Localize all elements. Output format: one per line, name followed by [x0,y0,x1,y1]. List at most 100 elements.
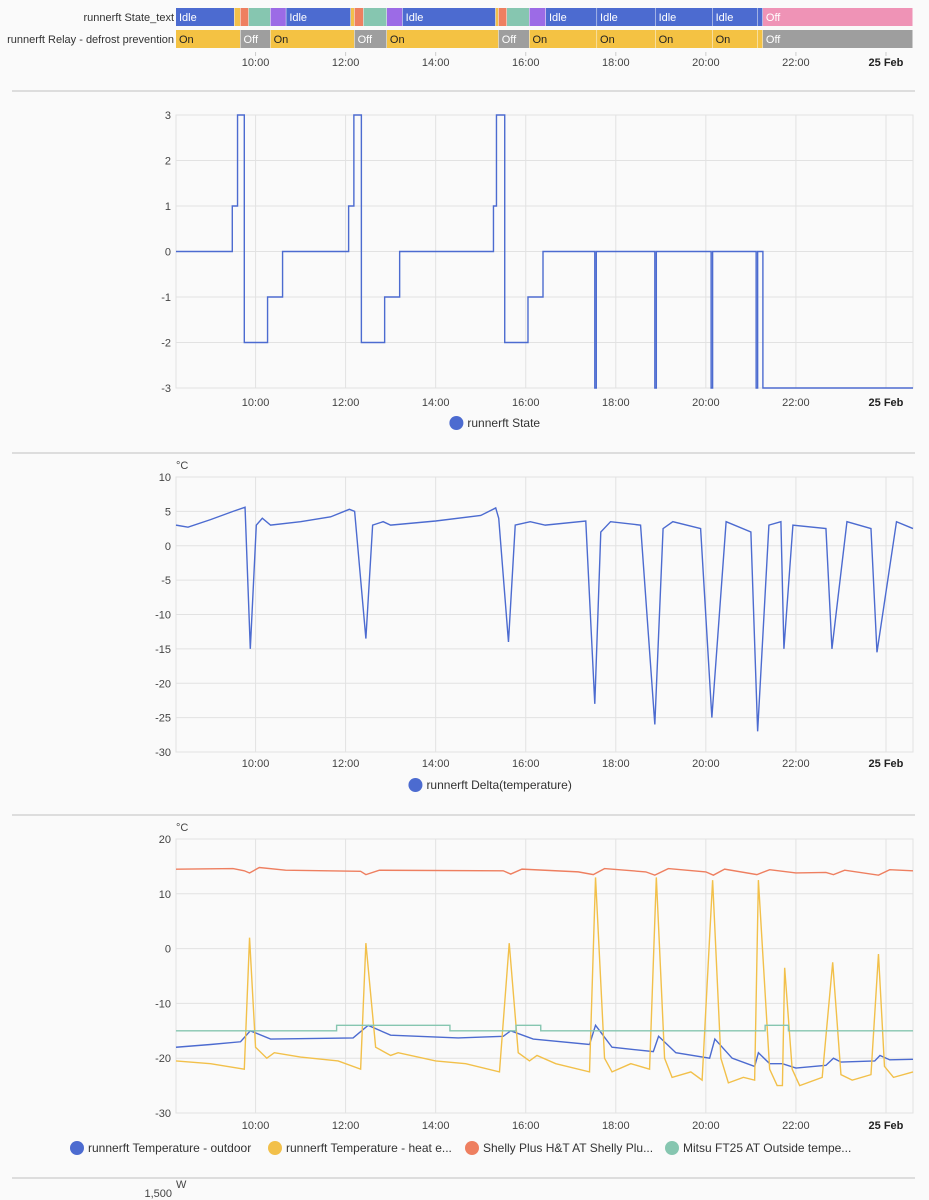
y-tick-label: -25 [155,713,171,725]
timeline-segment[interactable] [248,8,271,26]
y-tick-label: -3 [161,383,171,395]
legend-swatch-icon [70,1141,84,1155]
x-tick-label: 22:00 [782,758,810,770]
timeline-segment[interactable] [270,8,286,26]
series-line [175,1023,914,1069]
x-tick-label: 16:00 [512,57,540,69]
y-tick-label: 1 [165,201,171,213]
y-tick-label: -30 [155,747,171,759]
timeline-segment[interactable] [402,8,496,26]
timeline-segment[interactable] [712,30,758,48]
legend-item[interactable]: runnerft Temperature - outdoor [70,1141,251,1155]
timeline-segment[interactable] [655,30,713,48]
x-tick-label: 20:00 [692,1120,720,1132]
timeline-segment[interactable] [757,30,763,48]
timeline-segment[interactable] [354,8,364,26]
timeline-segment[interactable] [176,8,235,26]
timeline-segment[interactable] [386,30,499,48]
timeline-segment[interactable] [363,8,387,26]
x-tick-label: 20:00 [692,397,720,409]
x-tick-label: 14:00 [422,397,450,409]
timeline-segment[interactable] [762,30,913,48]
timeline-segment[interactable] [234,8,241,26]
x-tick-label: 18:00 [602,57,630,69]
y-tick-label: -5 [161,575,171,587]
legend-item[interactable]: runnerft Delta(temperature) [408,778,572,792]
timeline-segment[interactable] [712,8,758,26]
timeline-segment-label: Idle [289,12,307,24]
timeline-segment[interactable] [270,30,355,48]
x-tick-label: 25 Feb [869,758,904,770]
series-line [175,866,914,876]
timeline-segment[interactable] [240,30,271,48]
timeline-segment[interactable] [529,30,597,48]
timeline-segment[interactable] [546,8,597,26]
timeline-segment[interactable] [495,8,499,26]
series-line [175,506,914,732]
legend-label: runnerft Delta(temperature) [426,778,571,792]
timeline-segment[interactable] [176,30,241,48]
timeline-segment-label: On [600,34,615,46]
legend-swatch-icon [449,416,464,430]
legend-swatch-icon [665,1141,679,1155]
timeline-segment-label: Off [244,34,259,46]
legend-item[interactable]: runnerft Temperature - heat e... [268,1141,452,1155]
y-tick-label: 0 [165,944,171,956]
y-tick-label: 3 [165,110,171,122]
timeline-segment[interactable] [350,8,355,26]
x-tick-label: 10:00 [242,758,270,770]
x-tick-label: 14:00 [422,1120,450,1132]
legend-swatch-icon [465,1141,479,1155]
y-tick-label: -10 [155,610,171,622]
legend-item[interactable]: runnerft State [449,416,540,430]
x-tick-label: 25 Feb [869,397,904,409]
timeline-segment[interactable] [240,8,249,26]
legend-item[interactable]: Shelly Plus H&T AT Shelly Plu... [465,1141,653,1155]
timeline-segment[interactable] [597,8,656,26]
legend-item[interactable]: Mitsu FT25 AT Outside tempe... [665,1141,851,1155]
x-tick-label: 14:00 [422,758,450,770]
timeline-segment[interactable] [597,30,656,48]
x-tick-label: 22:00 [782,57,810,69]
y-tick-label: 5 [165,506,171,518]
timeline-segment[interactable] [757,8,763,26]
x-tick-label: 16:00 [512,397,540,409]
timeline-segment-label: Idle [600,12,618,24]
timeline-segment-label: On [716,34,731,46]
timeline-segment[interactable] [655,8,713,26]
series-line [175,877,914,1087]
legend-label: runnerft State [467,416,540,430]
timeline-segment[interactable] [386,8,403,26]
timeline-segment[interactable] [286,8,351,26]
y-tick-label: 10 [159,889,171,901]
timeline-segment[interactable] [498,8,507,26]
timeline-segment-label: On [659,34,674,46]
timeline-segment-label: On [532,34,547,46]
timeline-segment-label: On [179,34,194,46]
timeline-row-label: runnerft State_text [84,12,175,24]
timeline-segment-label: Idle [716,12,734,24]
y-tick-label: 20 [159,834,171,846]
y-axis-unit: °C [176,822,188,834]
timeline-segment[interactable] [762,8,913,26]
y-tick-label: 2 [165,156,171,168]
delta-temperature-chart: 10 5 0 -5 -10 -15 -20 -25 -30 °C 10:00 12:00 14:00 16… [155,460,914,792]
y-tick-label: 10 [159,472,171,484]
y-tick-label: -10 [155,998,171,1010]
timeline-segment-label: Off [502,34,517,46]
timeline-segment-label: Idle [179,12,197,24]
x-tick-label: 22:00 [782,397,810,409]
timeline-segment[interactable] [506,8,529,26]
timeline-segment[interactable] [354,30,387,48]
power-chart-y-tick: 1,500 [144,1188,172,1200]
timeline-segment-label: Off [358,34,373,46]
legend-swatch-icon [268,1141,282,1155]
timeline-segment[interactable] [498,30,529,48]
x-tick-label: 12:00 [332,758,360,770]
y-tick-label: -20 [155,1053,171,1065]
timeline-segment[interactable] [529,8,546,26]
y-tick-label: 0 [165,247,171,259]
x-tick-label: 14:00 [422,57,450,69]
timeline-segment-label: Off [766,34,781,46]
